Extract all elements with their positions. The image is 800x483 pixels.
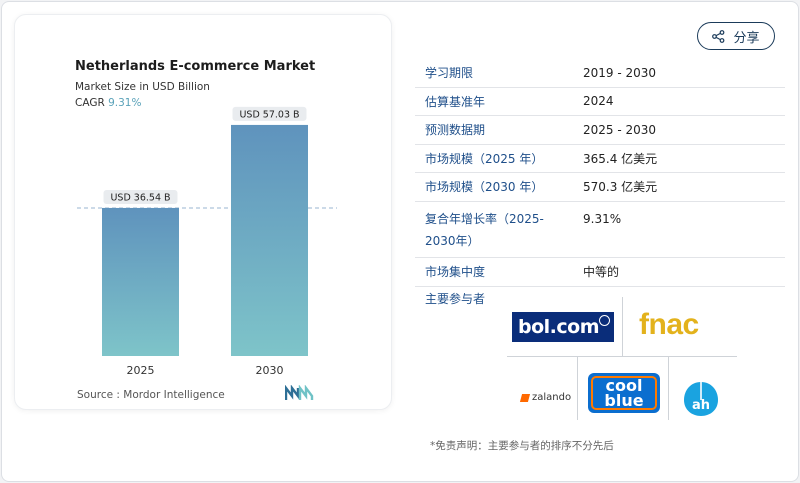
- cagr-label: CAGR: [75, 97, 105, 109]
- zalando-logo-text: zalando: [532, 392, 572, 403]
- share-button[interactable]: 分享: [697, 22, 775, 50]
- market-info-table: 学习期限 2019 - 2030 估算基准年 2024 预测数据期 2025 -…: [415, 59, 785, 287]
- info-row-market-size-2030: 市场规模（2030 年） 570.3 亿美元: [415, 173, 785, 202]
- bar-value-label: USD 36.54 B: [110, 192, 170, 203]
- coolblue-frame: [591, 376, 657, 410]
- info-value: 9.31%: [583, 211, 622, 226]
- mordor-logo-icon: [285, 385, 314, 400]
- disclaimer-text: *免责声明：主要参与者的排序不分先后: [430, 440, 614, 452]
- bar-2025: [102, 207, 179, 356]
- info-key: 预测数据期: [425, 123, 486, 138]
- zalando-logo: zalando: [519, 392, 572, 403]
- share-icon: [712, 29, 725, 43]
- info-key: 复合年增长率（2025- 2030年）: [415, 208, 583, 252]
- info-key: 市场规模（2030 年）: [425, 180, 544, 195]
- info-row-concentration: 市场集中度 中等的: [415, 258, 785, 287]
- info-key: 市场规模（2025 年）: [425, 151, 544, 166]
- divider: [577, 356, 578, 420]
- info-key: 估算基准年: [425, 94, 486, 109]
- cagr-value: 9.31%: [108, 97, 142, 109]
- info-row-cagr: 复合年增长率（2025- 2030年） 9.31%: [415, 202, 785, 258]
- bar-value-label-bg: [103, 189, 178, 204]
- info-row-study-period: 学习期限 2019 - 2030: [415, 59, 785, 88]
- zalando-mark-icon: [519, 393, 531, 402]
- share-label: 分享: [733, 30, 760, 46]
- albert-heijn-logo-icon: ah: [684, 382, 718, 416]
- svg-text:ah: ah: [692, 398, 710, 413]
- bar-2030: [231, 124, 308, 357]
- x-tick-label: 2030: [256, 364, 284, 377]
- info-value: 2024: [583, 94, 614, 109]
- coolblue-word-2: blue: [604, 391, 644, 410]
- info-key-line-1: 复合年增长率（2025-: [425, 211, 544, 226]
- chart-cagr: CAGR 9.31%: [75, 97, 141, 109]
- info-row-base-year: 估算基准年 2024: [415, 88, 785, 116]
- bol-logo-text: bol.com: [518, 316, 600, 338]
- info-value: 中等的: [583, 265, 620, 279]
- bol-com-logo: bol.com: [512, 312, 614, 342]
- info-key-line-2: 2030年）: [425, 233, 480, 248]
- info-value: 2019 - 2030: [583, 65, 657, 80]
- info-value: 365.4 亿美元: [583, 151, 658, 166]
- info-row-market-size-2025: 市场规模（2025 年） 365.4 亿美元: [415, 145, 785, 173]
- fnac-logo: fnac: [639, 308, 699, 341]
- info-key: 学习期限: [425, 66, 474, 81]
- chart-title: Netherlands E-commerce Market: [75, 59, 316, 74]
- info-value: 2025 - 2030: [583, 122, 657, 137]
- x-tick-label: 2025: [127, 364, 155, 377]
- bol-logo-badge-icon: [599, 315, 610, 326]
- info-value: 570.3 亿美元: [583, 180, 658, 195]
- info-row-forecast-period: 预测数据期 2025 - 2030: [415, 116, 785, 145]
- bar-value-label-bg: [232, 106, 307, 121]
- coolblue-logo: cool blue: [588, 373, 660, 413]
- major-players-label: 主要参与者: [425, 292, 486, 306]
- info-key: 市场集中度: [425, 265, 486, 279]
- chart-source: Source : Mordor Intelligence: [77, 389, 225, 401]
- divider: [507, 356, 737, 357]
- market-chart-card: USD 36.54 B 2025 USD 57.03 B 2030 Netherlan…: [14, 14, 392, 410]
- divider: [668, 356, 669, 420]
- bar-value-label: USD 57.03 B: [239, 109, 299, 120]
- chart-subtitle: Market Size in USD Billion: [75, 81, 210, 93]
- divider: [622, 297, 623, 357]
- bar-chart: USD 36.54 B 2025 USD 57.03 B 2030: [77, 106, 337, 377]
- coolblue-word-1: cool: [605, 376, 643, 395]
